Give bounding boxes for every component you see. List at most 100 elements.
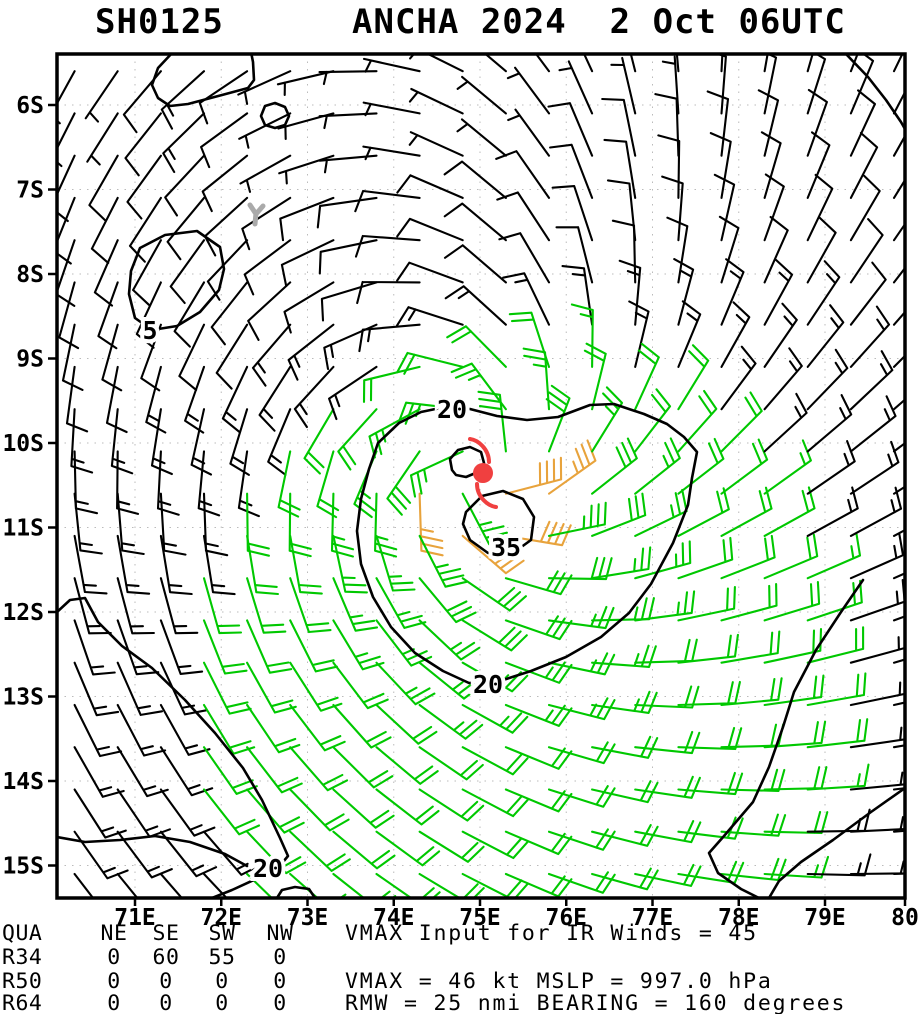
wind-barb bbox=[159, 534, 193, 596]
wind-barb bbox=[84, 70, 119, 123]
wind-barb bbox=[634, 820, 702, 844]
wind-barb bbox=[477, 390, 507, 453]
wind-barb bbox=[634, 590, 696, 622]
wind-barb bbox=[806, 763, 870, 791]
wind-barb bbox=[673, 258, 695, 326]
wind-barb bbox=[720, 768, 786, 792]
wind-barb bbox=[583, 342, 607, 411]
wind-barb bbox=[628, 300, 650, 368]
wind-barb bbox=[318, 112, 378, 130]
wind-barb bbox=[763, 439, 812, 495]
wind-barb bbox=[375, 746, 439, 785]
wind-barb bbox=[763, 392, 808, 453]
radii-table-corner: QUA bbox=[2, 921, 42, 946]
wind-barb bbox=[547, 828, 616, 851]
wind-barb bbox=[289, 703, 346, 752]
wind-barb bbox=[763, 258, 794, 326]
wind-barb bbox=[677, 300, 702, 368]
wind-barb bbox=[332, 619, 385, 671]
radii-value: 0 bbox=[107, 945, 120, 970]
wind-barb bbox=[806, 88, 828, 157]
wind-barb bbox=[289, 746, 349, 792]
radii-row-label: R64 bbox=[2, 991, 42, 1014]
wind-barb bbox=[159, 746, 214, 797]
wind-barb bbox=[164, 154, 206, 217]
wind-barb bbox=[86, 112, 119, 166]
wind-barb bbox=[547, 556, 613, 581]
wind-barb bbox=[892, 310, 905, 326]
wind-barb bbox=[73, 619, 116, 676]
wind-barb bbox=[150, 408, 173, 476]
wind-barb bbox=[806, 394, 853, 453]
wind-barb bbox=[210, 281, 249, 346]
wind-barb bbox=[849, 350, 894, 411]
wind-barb bbox=[763, 302, 798, 368]
wind-barb bbox=[806, 216, 837, 284]
wind-barb bbox=[279, 196, 335, 242]
radii-col-header: SW bbox=[209, 921, 236, 946]
wind-barb bbox=[101, 323, 123, 392]
wind-barb bbox=[169, 239, 206, 305]
wind-barb bbox=[504, 456, 563, 495]
wind-barb bbox=[706, 90, 730, 157]
wind-barb bbox=[718, 215, 740, 284]
wind-barb bbox=[582, 54, 594, 73]
wind-barbs bbox=[57, 54, 905, 898]
wind-barb bbox=[73, 703, 123, 758]
wind-barb bbox=[677, 860, 745, 884]
x-tick-label: 76E bbox=[545, 905, 587, 931]
wind-barb bbox=[356, 280, 421, 305]
radii-value: 0 bbox=[273, 991, 286, 1014]
wind-barb bbox=[159, 703, 211, 756]
wind-barb bbox=[287, 323, 335, 381]
radii-value: 0 bbox=[107, 969, 120, 994]
wind-barb bbox=[849, 532, 905, 580]
y-tick-label: 12S bbox=[2, 600, 44, 626]
wind-barb bbox=[57, 112, 76, 168]
wind-barb bbox=[110, 408, 134, 475]
wind-barb bbox=[198, 70, 249, 125]
wind-barb bbox=[362, 365, 421, 403]
wind-barb bbox=[591, 386, 624, 453]
y-tick-label: 6S bbox=[16, 93, 44, 119]
wind-barb bbox=[629, 54, 637, 73]
wind-barb bbox=[849, 89, 876, 157]
wind-barb bbox=[202, 788, 261, 836]
wind-barb bbox=[892, 658, 905, 664]
wind-barb bbox=[547, 605, 615, 630]
wind-barb bbox=[892, 441, 905, 453]
wind-barb bbox=[677, 389, 718, 453]
wind-barb bbox=[720, 438, 769, 495]
contour-label: 20 bbox=[253, 854, 283, 883]
wind-barb bbox=[720, 534, 776, 580]
wind-barb bbox=[58, 281, 80, 350]
wind-barb bbox=[892, 572, 905, 580]
wind-barb bbox=[293, 365, 335, 429]
wind-barb bbox=[246, 577, 287, 634]
wind-barb bbox=[289, 661, 343, 712]
wind-barb bbox=[73, 577, 112, 635]
radii-col-header: SE bbox=[153, 921, 180, 946]
wind-barb bbox=[483, 54, 507, 73]
wind-barb bbox=[237, 450, 260, 518]
wind-barb bbox=[849, 816, 905, 833]
storm-id-label: SH0125 bbox=[95, 2, 224, 42]
wind-barb bbox=[591, 492, 647, 537]
contour-label: 20 bbox=[473, 670, 503, 699]
wind-barb bbox=[116, 492, 145, 556]
wind-barb bbox=[892, 54, 904, 73]
wind-barb bbox=[504, 570, 573, 596]
wind-barb bbox=[328, 365, 378, 421]
wind-barb bbox=[720, 677, 783, 707]
contour-inner-35 bbox=[461, 489, 536, 555]
wind-barb bbox=[661, 175, 684, 242]
wind-barb bbox=[545, 384, 571, 453]
wind-barb bbox=[332, 788, 395, 829]
wind-barb bbox=[504, 661, 573, 684]
wind-barb bbox=[332, 830, 396, 870]
wind-barb bbox=[591, 735, 659, 759]
wind-barb bbox=[806, 486, 859, 537]
wind-barb bbox=[203, 196, 249, 257]
wind-barb bbox=[504, 703, 573, 727]
wind-barb bbox=[239, 154, 292, 193]
